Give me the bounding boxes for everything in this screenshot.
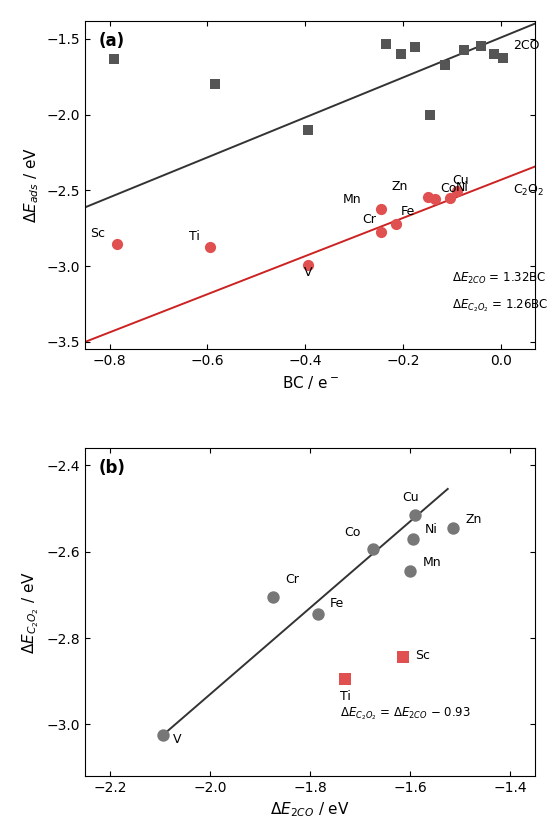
Text: $\Delta E_{C_2O_2}$ = $\Delta E_{2CO}$ $-$ 0.93: $\Delta E_{C_2O_2}$ = $\Delta E_{2CO}$ $… [340,706,471,722]
Point [399,651,407,664]
Text: Ti: Ti [340,690,351,703]
Point [449,521,457,535]
Point [377,226,385,239]
Text: V: V [172,733,181,746]
Text: Sc: Sc [415,649,430,662]
Text: Ni: Ni [456,181,468,194]
Point [406,565,414,578]
Point [460,43,469,57]
Text: V: V [304,266,312,279]
X-axis label: $\Delta E_{2CO}$ / eV: $\Delta E_{2CO}$ / eV [270,801,350,820]
Text: Fe: Fe [330,597,344,610]
Point [205,241,214,254]
Point [408,532,417,546]
Point [499,52,508,65]
Point [377,202,385,216]
Point [411,41,420,54]
Point [304,123,312,137]
Text: Sc: Sc [89,227,105,241]
Point [411,508,419,521]
Point [423,191,432,204]
Text: Cu: Cu [402,491,418,504]
Point [368,543,377,556]
Text: Cr: Cr [362,213,376,226]
Text: Co: Co [344,526,360,539]
Point [489,47,498,61]
Text: Cr: Cr [285,573,299,586]
X-axis label: BC / e$^-$: BC / e$^-$ [282,374,339,391]
Text: 2CO: 2CO [513,38,540,52]
Point [110,52,119,66]
Y-axis label: $\Delta E_{ads}$ / eV: $\Delta E_{ads}$ / eV [23,147,41,223]
Point [158,729,167,742]
Point [341,672,350,686]
Point [268,591,277,604]
Point [430,192,439,206]
Text: (b): (b) [99,459,126,477]
Text: $\Delta E_{C_2O_2}$ = 1.26BC $-$ 2.43: $\Delta E_{C_2O_2}$ = 1.26BC $-$ 2.43 [452,297,549,314]
Point [313,607,322,621]
Point [452,184,461,197]
Point [210,77,219,91]
Text: $\Delta E_{2CO}$ = 1.32BC $-$ 1.49: $\Delta E_{2CO}$ = 1.32BC $-$ 1.49 [452,271,549,286]
Point [425,108,434,122]
Point [440,58,449,72]
Text: Ni: Ni [425,523,438,536]
Point [477,39,486,52]
Point [382,37,390,51]
Point [304,258,312,272]
Point [445,192,454,205]
Text: Fe: Fe [401,205,415,217]
Point [396,47,405,61]
Text: Zn: Zn [391,181,408,193]
Point [391,217,400,231]
Text: Ti: Ti [189,231,200,243]
Text: Mn: Mn [343,192,362,206]
Y-axis label: $\Delta E_{C_2O_2}$ / eV: $\Delta E_{C_2O_2}$ / eV [20,571,41,654]
Text: Zn: Zn [465,512,481,526]
Text: Cu: Cu [452,174,469,187]
Text: (a): (a) [99,32,125,50]
Text: C$_2$O$_2$: C$_2$O$_2$ [513,182,545,198]
Point [113,237,121,251]
Text: Mn: Mn [423,556,441,569]
Text: Co: Co [440,182,456,195]
